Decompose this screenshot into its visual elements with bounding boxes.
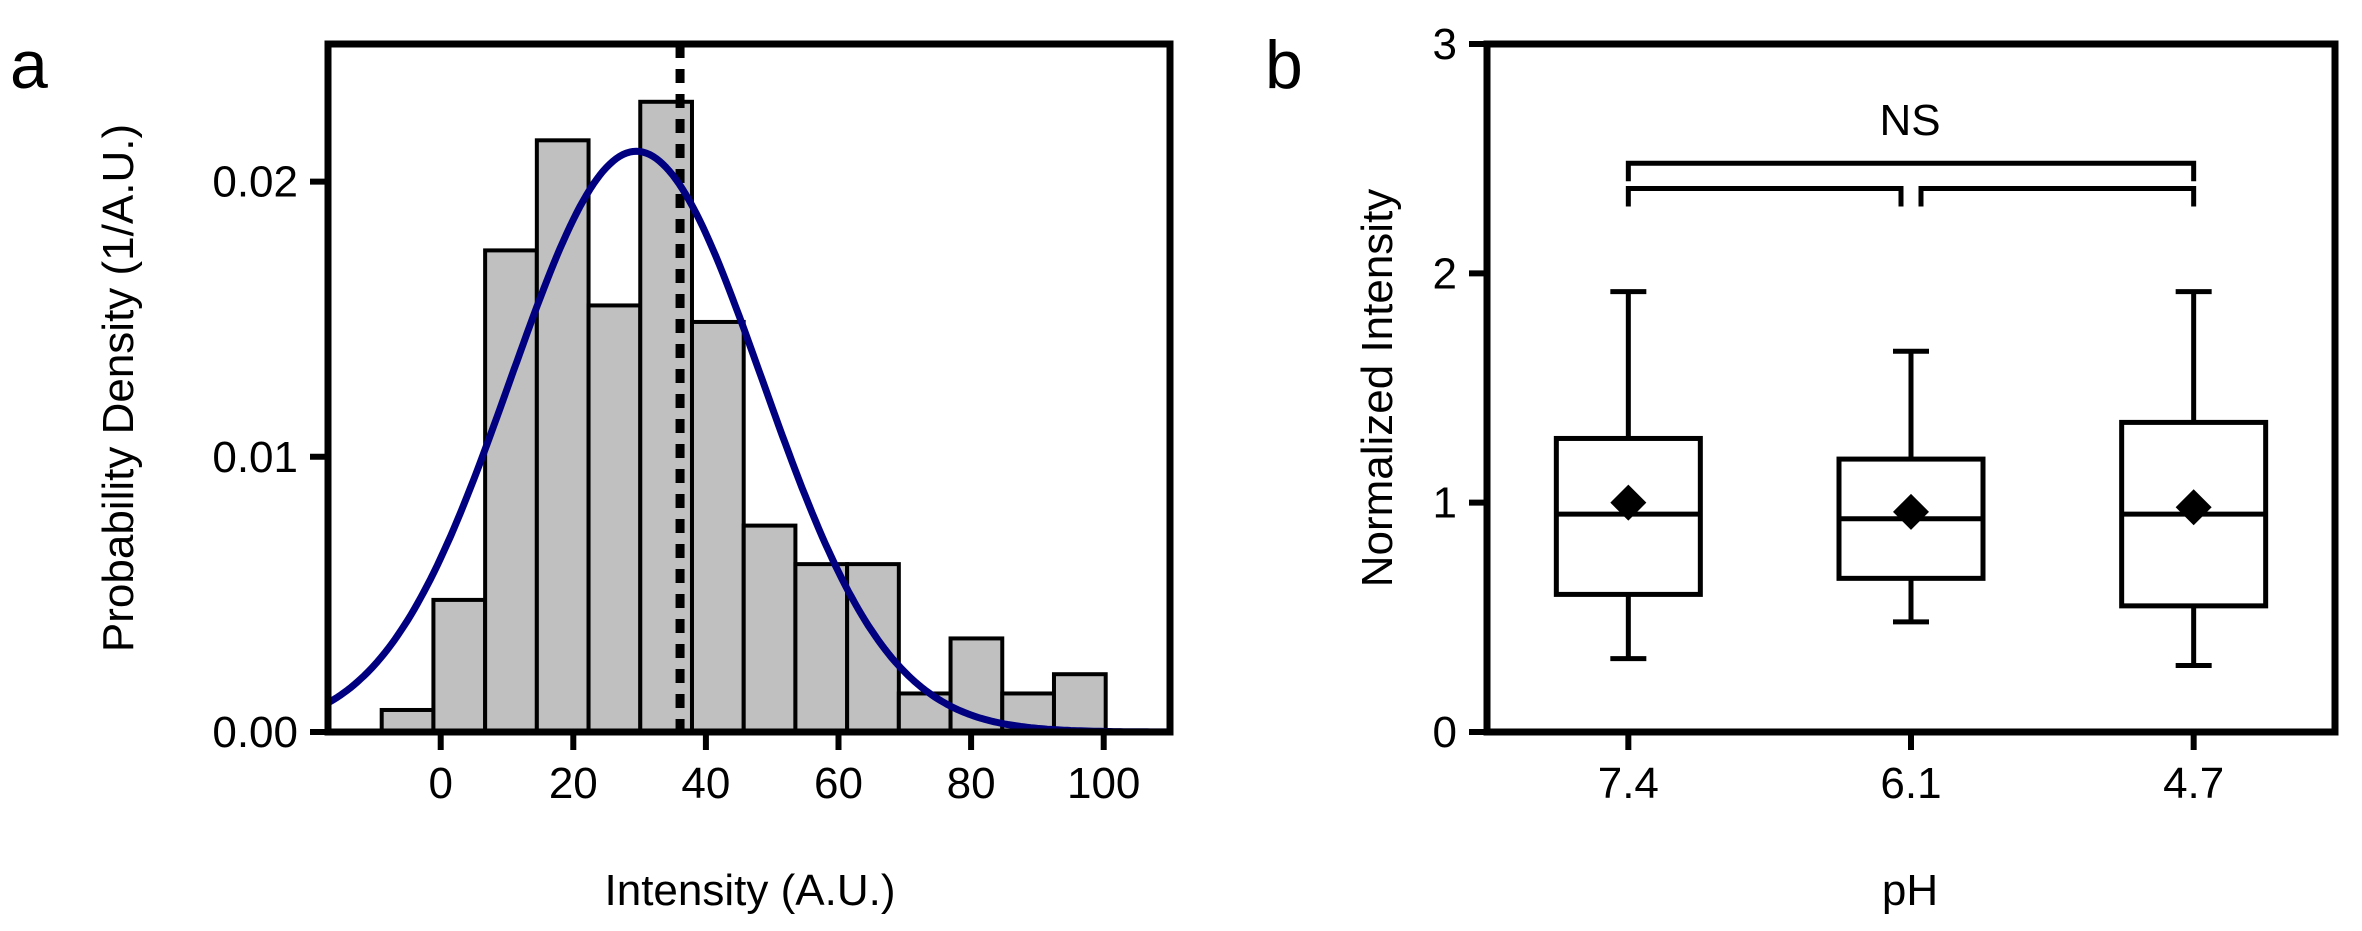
- y-tick-label: 2: [1433, 249, 1457, 298]
- x-tick-label: 7.4: [1598, 759, 1659, 808]
- significance-bracket: [1625, 185, 1904, 207]
- histogram-bar-9: [845, 562, 901, 734]
- y-axis-ticks: 0.00 0.01 0.02: [212, 158, 328, 757]
- panel-a-label: a: [10, 27, 48, 103]
- y-tick-label: 0: [1433, 708, 1457, 757]
- x-tick-label: 4.7: [2163, 759, 2224, 808]
- x-tick-label: 40: [681, 759, 730, 808]
- x-tick-label: 80: [947, 759, 996, 808]
- gaussian-fit-curve: [326, 147, 1171, 736]
- mean-marker: [1893, 493, 1929, 530]
- significance-brackets: [1625, 160, 2197, 207]
- y-tick-label: 0.01: [212, 433, 298, 482]
- histogram-bar-7: [741, 523, 798, 734]
- y-tick-label: 3: [1433, 20, 1457, 69]
- histogram-bar-3: [534, 138, 591, 734]
- x-tick-label: 6.1: [1880, 759, 1941, 808]
- x-tick-label: 100: [1067, 759, 1140, 808]
- box-plots: [1553, 289, 2269, 668]
- panel-b-boxplot: b NS 7.4 6.1 4.7 0 1 2 3 pH Normalized Intens…: [1265, 20, 2339, 915]
- significance-bracket: [1625, 160, 2197, 182]
- y-tick-label: 1: [1433, 479, 1457, 528]
- histogram-bar-4: [586, 303, 643, 734]
- x-axis-ticks: 0 20 40 60 80 100: [428, 732, 1140, 808]
- y-tick-label: 0.00: [212, 708, 298, 757]
- histogram-bars: [379, 99, 1108, 735]
- histogram-bar-6: [689, 319, 746, 734]
- panel-a-histogram: a 0 20 40 60 80 100 0.00 0.01 0.02 Intensity (A…: [10, 27, 1174, 915]
- histogram-bar-1: [431, 597, 488, 734]
- histogram-bar-13: [1051, 672, 1108, 735]
- significance-label: NS: [1879, 96, 1940, 145]
- y-axis-title: Probability Density (1/A.U.): [94, 124, 143, 652]
- panel-a-plot-frame: [324, 40, 1174, 736]
- y-tick-label: 0.02: [212, 158, 298, 207]
- mean-marker: [2175, 489, 2212, 526]
- panel-b-label: b: [1265, 27, 1303, 103]
- significance-bracket: [1918, 185, 2197, 207]
- y-axis-ticks: 0 1 2 3: [1433, 20, 1487, 757]
- x-tick-label: 60: [814, 759, 863, 808]
- x-tick-label: 0: [428, 759, 452, 808]
- x-axis-title: pH: [1882, 866, 1938, 915]
- x-tick-label: 20: [549, 759, 598, 808]
- histogram-bar-8: [793, 562, 850, 734]
- y-axis-title: Normalized Intensity: [1353, 189, 1402, 588]
- x-axis-ticks: 7.4 6.1 4.7: [1598, 732, 2224, 808]
- mean-marker: [1610, 484, 1647, 521]
- x-axis-title: Intensity (A.U.): [605, 866, 896, 915]
